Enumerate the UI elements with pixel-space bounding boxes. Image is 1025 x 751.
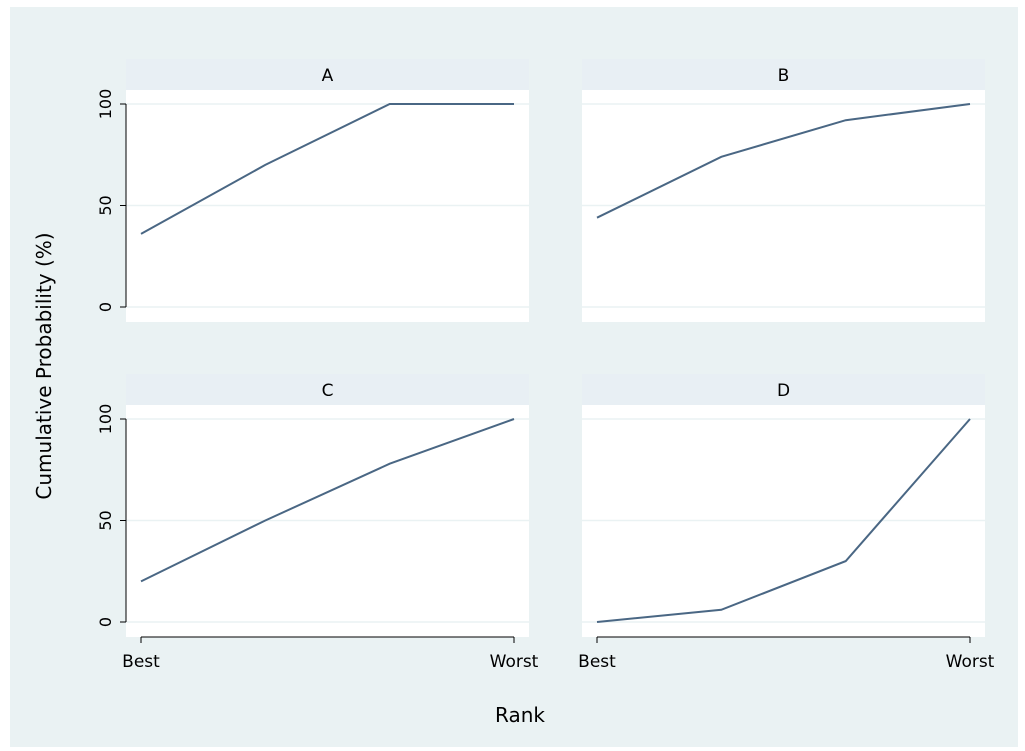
data-point (596, 217, 598, 219)
panel-header (126, 374, 529, 405)
panel-header (126, 59, 529, 90)
panel-a: A 0 50 100 (96, 59, 529, 322)
panel-b: B (582, 59, 985, 322)
panel-title: C (322, 381, 334, 401)
y-tick-label: 50 (96, 510, 115, 530)
series-line (596, 103, 971, 219)
y-tick-label: 0 (96, 617, 115, 627)
data-point (264, 164, 266, 166)
series-line (140, 103, 514, 235)
panel-c: C 0 50 100 Best Worst (96, 374, 539, 672)
data-point (513, 418, 515, 420)
data-point (389, 103, 391, 105)
panel-header (582, 374, 985, 405)
panel-title: B (778, 66, 790, 86)
panel-d: D Best Worst (578, 374, 995, 672)
y-tick-label: 100 (96, 89, 115, 120)
data-point (264, 520, 266, 522)
data-point (720, 609, 722, 611)
panel-title: A (322, 66, 334, 86)
panels-group: A 0 50 100 B C 0 50 100 Best Worst D Best Worst (96, 59, 995, 672)
data-point (720, 156, 722, 158)
y-tick-label: 100 (96, 404, 115, 435)
x-tick-label: Worst (490, 652, 539, 672)
data-point (389, 463, 391, 465)
y-axis-label: Cumulative Probability (%) (32, 232, 56, 499)
data-point (969, 418, 971, 420)
data-point (140, 580, 142, 582)
x-axis-label: Rank (495, 703, 545, 727)
data-point (140, 233, 142, 235)
data-point (845, 560, 847, 562)
y-tick-label: 0 (96, 302, 115, 312)
x-tick-label: Worst (946, 652, 995, 672)
x-tick-label: Best (122, 652, 160, 672)
series-line (140, 418, 515, 583)
panel-header (582, 59, 985, 90)
data-point (969, 103, 971, 105)
y-tick-label: 50 (96, 195, 115, 215)
x-tick-label: Best (578, 652, 616, 672)
panel-title: D (777, 381, 790, 401)
data-point (596, 621, 598, 623)
series-line (596, 418, 971, 623)
data-point (513, 103, 515, 105)
data-point (845, 119, 847, 121)
